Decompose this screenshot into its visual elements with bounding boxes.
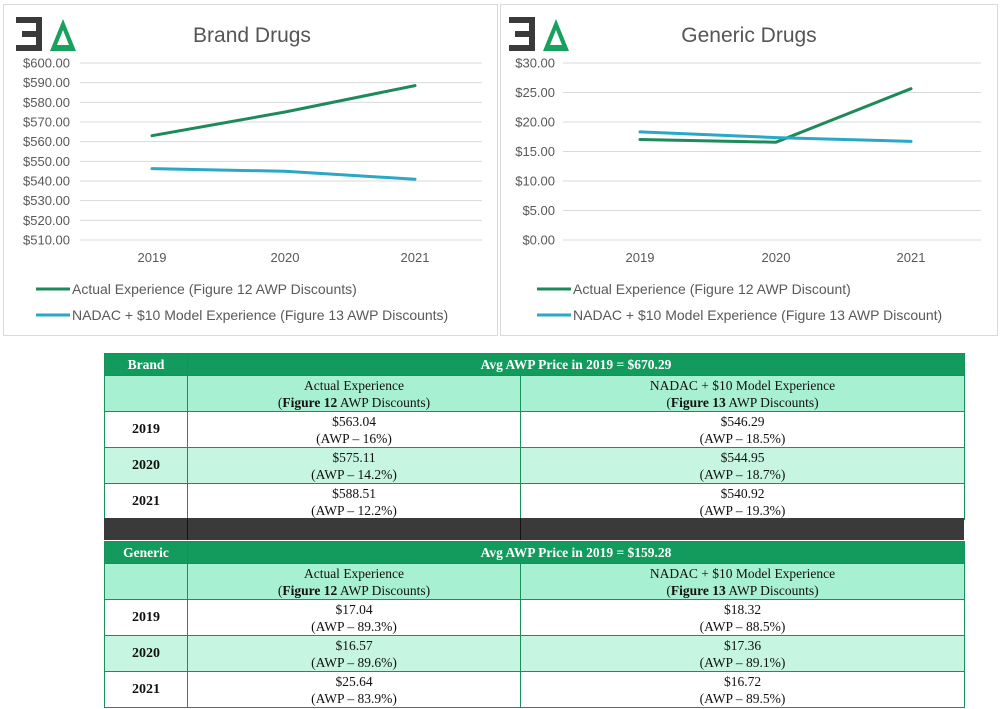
legend-label: Actual Experience (Figure 12 AWP Discoun…: [72, 281, 357, 297]
table-label: Brand: [104, 353, 188, 376]
x-tick-label: 2021: [897, 250, 926, 265]
y-tick-label: $520.00: [23, 213, 70, 228]
y-tick-label: $600.00: [23, 56, 70, 71]
logo-3a: [509, 17, 569, 51]
brand-line-chart: Brand Drugs $600.00 $590.00 $580.00 $570.00…: [16, 17, 482, 323]
table-row: 2019 $563.04 (AWP – 16%) $546.29 (AWP – 18…: [104, 411, 965, 448]
generic-line-chart: Generic Drugs $30.00 $25.00 $20.00 $15.00 $1…: [509, 17, 981, 323]
x-tick-label: 2020: [762, 250, 791, 265]
x-tick-label: 2021: [401, 250, 430, 265]
table-row: 2020 $16.57 (AWP – 89.6%) $17.36 (AWP – 89…: [104, 635, 965, 672]
chart-title: Brand Drugs: [193, 24, 311, 47]
y-tick-label: $10.00: [515, 174, 555, 189]
y-tick-label: $510.00: [23, 233, 70, 248]
column-header-actual: Actual Experience (Figure 12 AWP Discoun…: [187, 375, 521, 412]
series-line-nadac: [638, 130, 913, 143]
nadac-cell: $540.92 (AWP – 19.3%): [520, 483, 965, 520]
legend-label: Actual Experience (Figure 12 AWP Discoun…: [573, 281, 851, 297]
y-tick-label: $20.00: [515, 115, 555, 130]
table-label: Generic: [104, 541, 188, 564]
nadac-cell: $18.32 (AWP – 88.5%): [520, 599, 965, 636]
empty-cell: [104, 375, 188, 412]
row-year: 2019: [104, 411, 188, 448]
row-year: 2020: [104, 635, 188, 672]
logo-3a: [16, 17, 76, 51]
table-row: 2021 $588.51 (AWP – 12.2%) $540.92 (AWP – …: [104, 483, 965, 520]
table-row: 2020 $575.11 (AWP – 14.2%) $544.95 (AWP – …: [104, 447, 965, 484]
brand-chart-panel: Brand Drugs $600.00 $590.00 $580.00 $570.00…: [3, 4, 498, 336]
y-tick-label: $560.00: [23, 134, 70, 149]
actual-cell: $25.64 (AWP – 83.9%): [187, 671, 521, 708]
y-tick-label: $0.00: [522, 233, 555, 248]
chart-title: Generic Drugs: [681, 24, 816, 47]
column-header-nadac: NADAC + $10 Model Experience (Figure 13 …: [520, 375, 965, 412]
y-tick-label: $580.00: [23, 95, 70, 110]
row-year: 2021: [104, 671, 188, 708]
avg-awp-price: Avg AWP Price in 2019 = $670.29: [187, 353, 965, 376]
y-tick-label: $25.00: [515, 85, 555, 100]
y-tick-label: $5.00: [522, 203, 555, 218]
y-tick-label: $550.00: [23, 154, 70, 169]
row-year: 2020: [104, 447, 188, 484]
row-year: 2021: [104, 483, 188, 520]
actual-cell: $16.57 (AWP – 89.6%): [187, 635, 521, 672]
column-header-nadac: NADAC + $10 Model Experience (Figure 13 …: [520, 563, 965, 600]
actual-cell: $563.04 (AWP – 16%): [187, 411, 521, 448]
series-line-actual: [638, 87, 913, 144]
y-tick-label: $540.00: [23, 174, 70, 189]
nadac-cell: $546.29 (AWP – 18.5%): [520, 411, 965, 448]
brand-price-table: Brand Avg AWP Price in 2019 = $670.29 Ac…: [104, 353, 965, 520]
generic-chart-panel: Generic Drugs $30.00 $25.00 $20.00 $15.00 $1…: [500, 4, 998, 336]
y-tick-label: $530.00: [23, 193, 70, 208]
x-tick-label: 2019: [626, 250, 655, 265]
series-line-actual: [150, 84, 417, 138]
table-row: 2021 $25.64 (AWP – 83.9%) $16.72 (AWP – 89…: [104, 671, 965, 708]
y-tick-label: $30.00: [515, 56, 555, 71]
actual-cell: $575.11 (AWP – 14.2%): [187, 447, 521, 484]
column-header-actual: Actual Experience (Figure 12 AWP Discoun…: [187, 563, 521, 600]
x-tick-label: 2019: [138, 250, 167, 265]
x-tick-label: 2020: [271, 250, 300, 265]
legend-label: NADAC + $10 Model Experience (Figure 13 …: [72, 307, 448, 323]
actual-cell: $17.04 (AWP – 89.3%): [187, 599, 521, 636]
actual-cell: $588.51 (AWP – 12.2%): [187, 483, 521, 520]
avg-awp-price: Avg AWP Price in 2019 = $159.28: [187, 541, 965, 564]
y-tick-label: $15.00: [515, 144, 555, 159]
row-year: 2019: [104, 599, 188, 636]
nadac-cell: $16.72 (AWP – 89.5%): [520, 671, 965, 708]
table-row: 2019 $17.04 (AWP – 89.3%) $18.32 (AWP – 88…: [104, 599, 965, 636]
nadac-cell: $544.95 (AWP – 18.7%): [520, 447, 965, 484]
legend-label: NADAC + $10 Model Experience (Figure 13 …: [573, 307, 942, 323]
y-tick-label: $590.00: [23, 75, 70, 90]
nadac-cell: $17.36 (AWP – 89.1%): [520, 635, 965, 672]
generic-price-table: Generic Avg AWP Price in 2019 = $159.28 …: [104, 541, 965, 708]
table-separator: [104, 518, 964, 540]
y-tick-label: $570.00: [23, 115, 70, 130]
series-line-nadac: [150, 167, 417, 181]
empty-cell: [104, 563, 188, 600]
